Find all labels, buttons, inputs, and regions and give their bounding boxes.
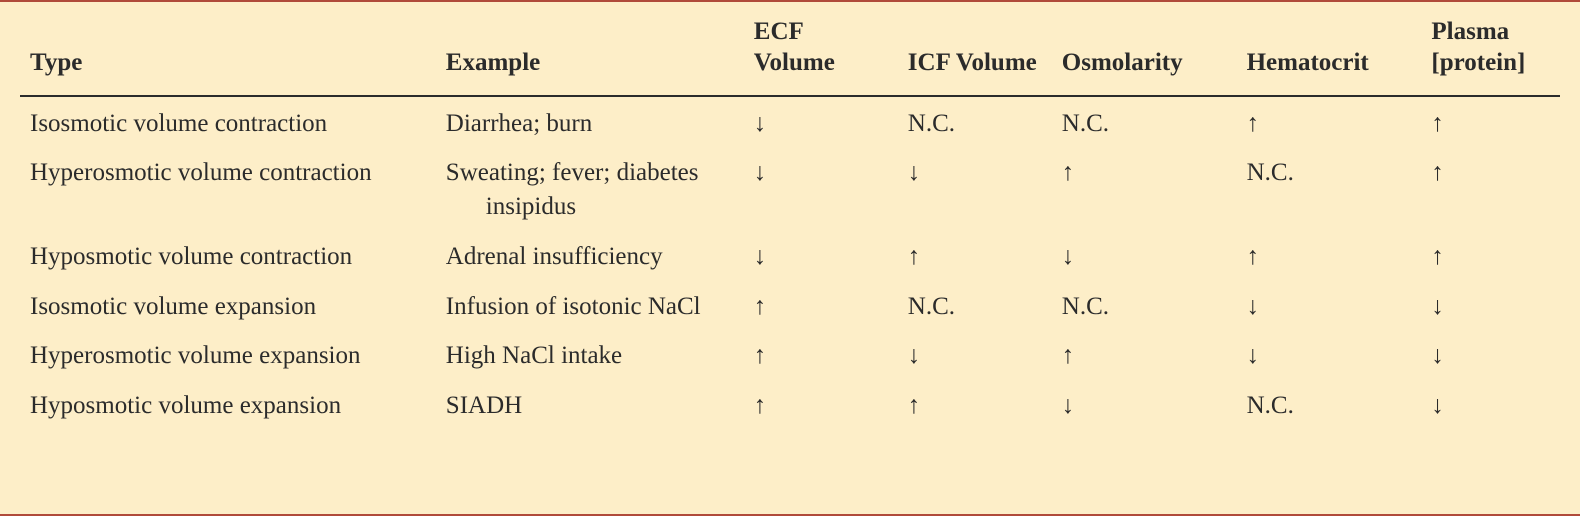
cell-hct: ↑ — [1237, 96, 1422, 147]
cell-type: Isosmotic volume contraction — [20, 96, 436, 147]
cell-hct: ↓ — [1237, 280, 1422, 330]
col-header-ecf: ECF Volume — [744, 2, 898, 96]
table-row: Hyposmotic volume contraction Adrenal in… — [20, 230, 1560, 280]
cell-osm: N.C. — [1052, 280, 1237, 330]
col-header-type: Type — [20, 2, 436, 96]
cell-example: Infusion of isotonic NaCl — [436, 280, 744, 330]
col-header-osm: Osmolarity — [1052, 2, 1237, 96]
fluid-volume-table: Type Example ECF Volume ICF Volume Osmol… — [0, 0, 1580, 516]
table-row: Isosmotic volume contraction Diarrhea; b… — [20, 96, 1560, 147]
cell-ecf: ↑ — [744, 379, 898, 429]
cell-example: Adrenal insufficiency — [436, 230, 744, 280]
col-header-icf: ICF Volume — [898, 2, 1052, 96]
cell-ecf: ↑ — [744, 280, 898, 330]
cell-plasma: ↑ — [1421, 146, 1560, 230]
cell-type: Hyperosmotic volume expansion — [20, 329, 436, 379]
cell-osm: ↑ — [1052, 329, 1237, 379]
cell-osm: ↓ — [1052, 379, 1237, 429]
cell-osm: N.C. — [1052, 96, 1237, 147]
cell-plasma: ↓ — [1421, 379, 1560, 429]
cell-osm: ↑ — [1052, 146, 1237, 230]
cell-plasma: ↓ — [1421, 280, 1560, 330]
cell-plasma: ↓ — [1421, 329, 1560, 379]
table-row: Hyposmotic volume expansion SIADH ↑ ↑ ↓ … — [20, 379, 1560, 429]
cell-plasma: ↑ — [1421, 96, 1560, 147]
cell-ecf: ↑ — [744, 329, 898, 379]
table-header-row: Type Example ECF Volume ICF Volume Osmol… — [20, 2, 1560, 96]
cell-type: Hyposmotic volume contraction — [20, 230, 436, 280]
cell-ecf: ↓ — [744, 146, 898, 230]
cell-icf: N.C. — [898, 280, 1052, 330]
cell-icf: ↓ — [898, 329, 1052, 379]
cell-type: Hyperosmotic volume contraction — [20, 146, 436, 230]
cell-ecf: ↓ — [744, 230, 898, 280]
cell-ecf: ↓ — [744, 96, 898, 147]
col-header-plasma: Plasma [protein] — [1421, 2, 1560, 96]
col-header-example: Example — [436, 2, 744, 96]
table-row: Hyperosmotic volume contraction Sweating… — [20, 146, 1560, 230]
cell-example: High NaCl intake — [436, 329, 744, 379]
cell-hct: ↓ — [1237, 329, 1422, 379]
table-row: Isosmotic volume expansion Infusion of i… — [20, 280, 1560, 330]
cell-example: Diarrhea; burn — [436, 96, 744, 147]
cell-hct: ↑ — [1237, 230, 1422, 280]
cell-example: SIADH — [436, 379, 744, 429]
cell-type: Hyposmotic volume expansion — [20, 379, 436, 429]
cell-osm: ↓ — [1052, 230, 1237, 280]
cell-icf: N.C. — [898, 96, 1052, 147]
cell-icf: ↑ — [898, 379, 1052, 429]
table-row: Hyperosmotic volume expansion High NaCl … — [20, 329, 1560, 379]
cell-icf: ↓ — [898, 146, 1052, 230]
cell-icf: ↑ — [898, 230, 1052, 280]
cell-example: Sweating; fever; diabetes insipidus — [436, 146, 744, 230]
table: Type Example ECF Volume ICF Volume Osmol… — [20, 2, 1560, 429]
cell-hct: N.C. — [1237, 146, 1422, 230]
col-header-hct: Hematocrit — [1237, 2, 1422, 96]
cell-type: Isosmotic volume expansion — [20, 280, 436, 330]
cell-plasma: ↑ — [1421, 230, 1560, 280]
cell-hct: N.C. — [1237, 379, 1422, 429]
